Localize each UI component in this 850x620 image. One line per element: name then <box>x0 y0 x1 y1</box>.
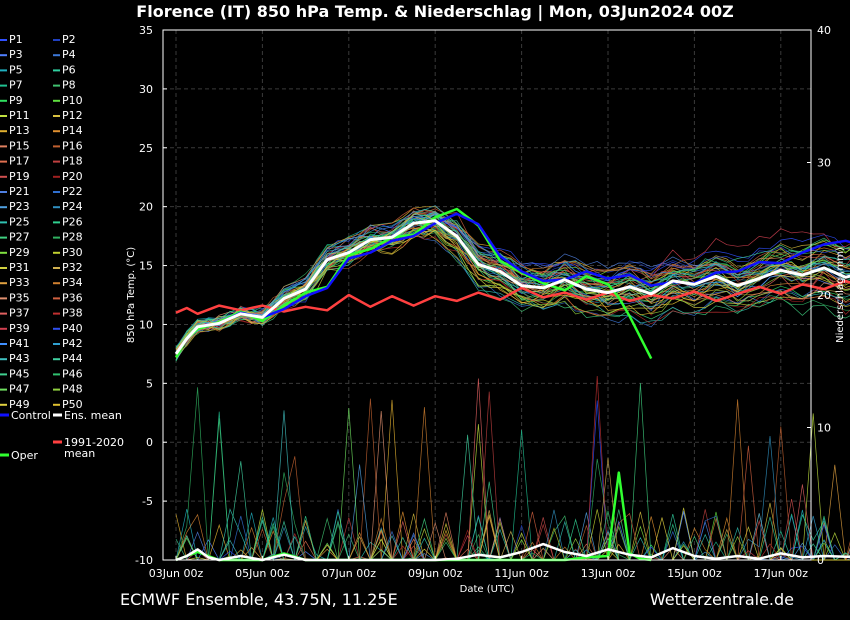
tick-label-x: 11Jun 00z <box>494 567 549 580</box>
tick-label-left: -10 <box>135 554 153 567</box>
tick-label-left: 25 <box>139 142 153 155</box>
tick-label-right: 0 <box>817 554 824 567</box>
legend-label: P36 <box>62 291 83 304</box>
tick-label-left: 0 <box>146 436 153 449</box>
legend-label: P30 <box>62 246 83 259</box>
legend-label: P45 <box>9 367 30 380</box>
axes: -10 -5 0 5 10 15 20 25 30 35 0 10 20 30 40 03Jun 00z 05J… <box>135 24 831 580</box>
ensemble-line <box>175 211 850 357</box>
legend-label: P10 <box>62 94 83 107</box>
legend-label-special: Control <box>11 409 51 422</box>
tick-label-right: 20 <box>817 289 831 302</box>
series-ens-mean <box>174 219 850 355</box>
tick-label-left: 10 <box>139 318 153 331</box>
legend-label: P27 <box>9 231 30 244</box>
y-axis-label-left: 850 hPa Temp. (°C) <box>126 247 137 343</box>
legend-label: P48 <box>62 383 83 396</box>
grid <box>163 30 811 560</box>
y-axis-label-right: Niederschlag (mm) <box>835 247 846 343</box>
legend-label: P15 <box>9 139 30 152</box>
legend-label: P26 <box>62 215 83 228</box>
legend-label: P9 <box>9 94 23 107</box>
legend-label: P41 <box>9 337 30 350</box>
legend-label: P14 <box>62 124 83 137</box>
chart-title: Florence (IT) 850 hPa Temp. & Niederschl… <box>136 2 733 22</box>
legend-label: P37 <box>9 307 30 320</box>
legend-label: P24 <box>62 200 83 213</box>
tick-label-left: 15 <box>139 260 153 273</box>
legend-label: P1 <box>9 33 23 46</box>
legend-label: P8 <box>62 79 76 92</box>
legend-label: P50 <box>62 398 83 411</box>
legend-label: P6 <box>62 63 76 76</box>
ensemble-line <box>175 217 850 361</box>
legend-label: P2 <box>62 33 76 46</box>
ensemble-line <box>175 213 850 361</box>
legend-label: P40 <box>62 322 83 335</box>
legend-label: P16 <box>62 139 83 152</box>
tick-label-x: 09Jun 00z <box>408 567 463 580</box>
highlight-series <box>174 207 850 562</box>
legend-label: P33 <box>9 276 30 289</box>
legend-label-special: 1991-2020 mean <box>64 436 124 460</box>
legend-label: P5 <box>9 63 23 76</box>
tick-label-right: 40 <box>817 24 831 37</box>
tick-label-x: 07Jun 00z <box>322 567 377 580</box>
legend-label: P17 <box>9 155 30 168</box>
legend-label: P39 <box>9 322 30 335</box>
series-ens-mean-precip <box>175 542 850 562</box>
tick-label-x: 17Jun 00z <box>754 567 809 580</box>
legend-label: P47 <box>9 383 30 396</box>
legend-label: P4 <box>62 48 76 61</box>
legend-label-special: Oper <box>11 449 38 462</box>
legend-label: P19 <box>9 170 30 183</box>
legend-label: P23 <box>9 200 30 213</box>
legend-label: P21 <box>9 185 30 198</box>
footer-source: ECMWF Ensemble, 43.75N, 11.25E <box>120 590 398 609</box>
legend-label: P34 <box>62 276 83 289</box>
tick-label-left: 5 <box>146 377 153 390</box>
tick-label-x: 13Jun 00z <box>581 567 636 580</box>
legend-label-special: Ens. mean <box>64 409 122 422</box>
legend-label: P25 <box>9 215 30 228</box>
legend-label: P44 <box>62 352 83 365</box>
series-control <box>174 212 850 355</box>
legend-label: P22 <box>62 185 83 198</box>
legend-label: P28 <box>62 231 83 244</box>
x-axis-label: Date (UTC) <box>460 584 515 595</box>
legend-label: P20 <box>62 170 83 183</box>
ensemble-line <box>175 205 850 349</box>
legend-label: P12 <box>62 109 83 122</box>
legend-label: P49 <box>9 398 30 411</box>
tick-label-x: 15Jun 00z <box>667 567 722 580</box>
legend-label: P38 <box>62 307 83 320</box>
tick-label-left: 20 <box>139 201 153 214</box>
legend-label: P29 <box>9 246 30 259</box>
ensemble-line <box>175 223 850 360</box>
tick-label-x: 03Jun 00z <box>149 567 204 580</box>
legend-label: P18 <box>62 155 83 168</box>
legend-label: P11 <box>9 109 30 122</box>
tick-label-left: 35 <box>139 24 153 37</box>
ensemble-line <box>175 209 850 354</box>
legend-label: P13 <box>9 124 30 137</box>
tick-label-left: -5 <box>142 495 153 508</box>
legend-label: P46 <box>62 367 83 380</box>
legend-label: P35 <box>9 291 30 304</box>
series-1991-2020-mean <box>175 279 850 316</box>
tick-label-x: 05Jun 00z <box>235 567 290 580</box>
legend: P1 P2 P3 P4 P5 P6 P7 P8 P9 P10 P11 P12 P13 P14 P15 P16 P… <box>0 33 124 462</box>
footer-brand: Wetterzentrale.de <box>650 590 794 609</box>
legend-label: P32 <box>62 261 83 274</box>
legend-label: P7 <box>9 79 23 92</box>
tick-label-right: 30 <box>817 157 831 170</box>
legend-label: P43 <box>9 352 30 365</box>
legend-label: P31 <box>9 261 30 274</box>
tick-label-left: 30 <box>139 83 153 96</box>
tick-label-right: 10 <box>817 422 831 435</box>
legend-label: P42 <box>62 337 83 350</box>
legend-label: P3 <box>9 48 23 61</box>
